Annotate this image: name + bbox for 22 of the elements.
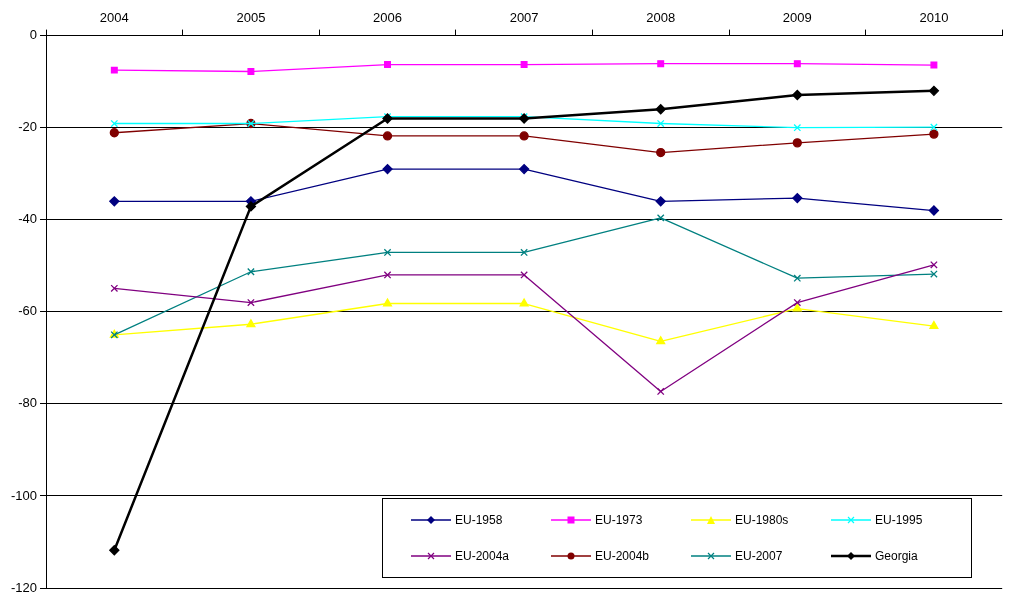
legend-label: EU-1995 <box>875 513 923 527</box>
y-tick-label: 0 <box>29 27 38 43</box>
legend-label: EU-1980s <box>735 513 789 527</box>
x-tick-label: 2005 <box>236 10 266 26</box>
legend-label: Georgia <box>875 549 918 563</box>
x-tick-label: 2004 <box>99 10 129 26</box>
x-tick-label: 2008 <box>646 10 676 26</box>
x-tick-label: 2010 <box>919 10 949 26</box>
x-tick-label: 2009 <box>782 10 812 26</box>
y-tick-label: -40 <box>18 211 38 227</box>
y-tick-label: -20 <box>18 119 38 135</box>
y-tick-label: -60 <box>18 303 38 319</box>
legend-label: EU-2004b <box>595 549 650 563</box>
legend-label: EU-1958 <box>455 513 503 527</box>
x-tick-label: 2006 <box>373 10 402 26</box>
y-tick-label: -120 <box>10 579 38 595</box>
y-tick-label: -100 <box>10 487 38 503</box>
x-tick-label: 2007 <box>509 10 539 26</box>
legend-label: EU-2007 <box>735 549 783 563</box>
y-tick-label: -80 <box>18 395 38 411</box>
legend-label: EU-1973 <box>595 513 643 527</box>
legend-label: EU-2004a <box>455 549 510 563</box>
